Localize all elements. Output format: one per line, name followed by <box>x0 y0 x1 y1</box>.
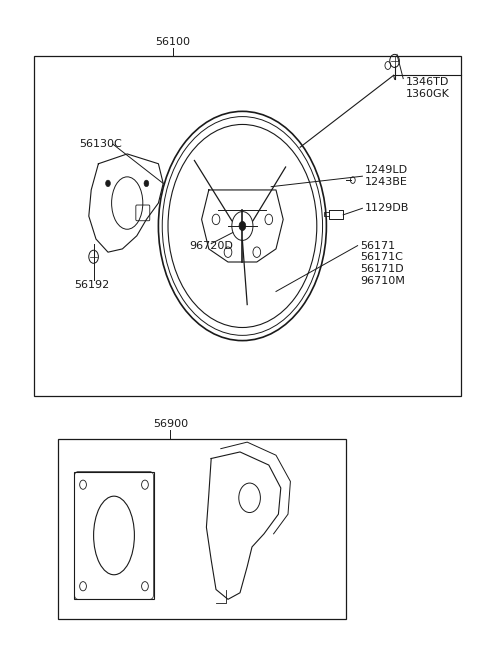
Text: 56171C: 56171C <box>360 252 403 263</box>
Text: 1243BE: 1243BE <box>365 177 408 187</box>
Text: 56171: 56171 <box>360 240 395 251</box>
Bar <box>58 439 346 619</box>
Text: 1360GK: 1360GK <box>406 89 449 100</box>
Text: 96720D: 96720D <box>189 240 233 251</box>
Text: 56900: 56900 <box>153 419 188 429</box>
Text: 1129DB: 1129DB <box>365 203 409 214</box>
Text: 56100: 56100 <box>156 37 190 47</box>
Bar <box>74 472 154 599</box>
Circle shape <box>106 180 110 187</box>
Text: 56171D: 56171D <box>360 264 404 274</box>
Text: 1249LD: 1249LD <box>365 165 408 176</box>
Text: 96710M: 96710M <box>360 276 405 286</box>
Text: 1346TD: 1346TD <box>406 77 449 87</box>
Circle shape <box>239 221 246 231</box>
Text: 56192: 56192 <box>74 280 109 290</box>
Text: 56130C: 56130C <box>79 139 122 149</box>
Circle shape <box>144 180 149 187</box>
Bar <box>34 56 461 396</box>
